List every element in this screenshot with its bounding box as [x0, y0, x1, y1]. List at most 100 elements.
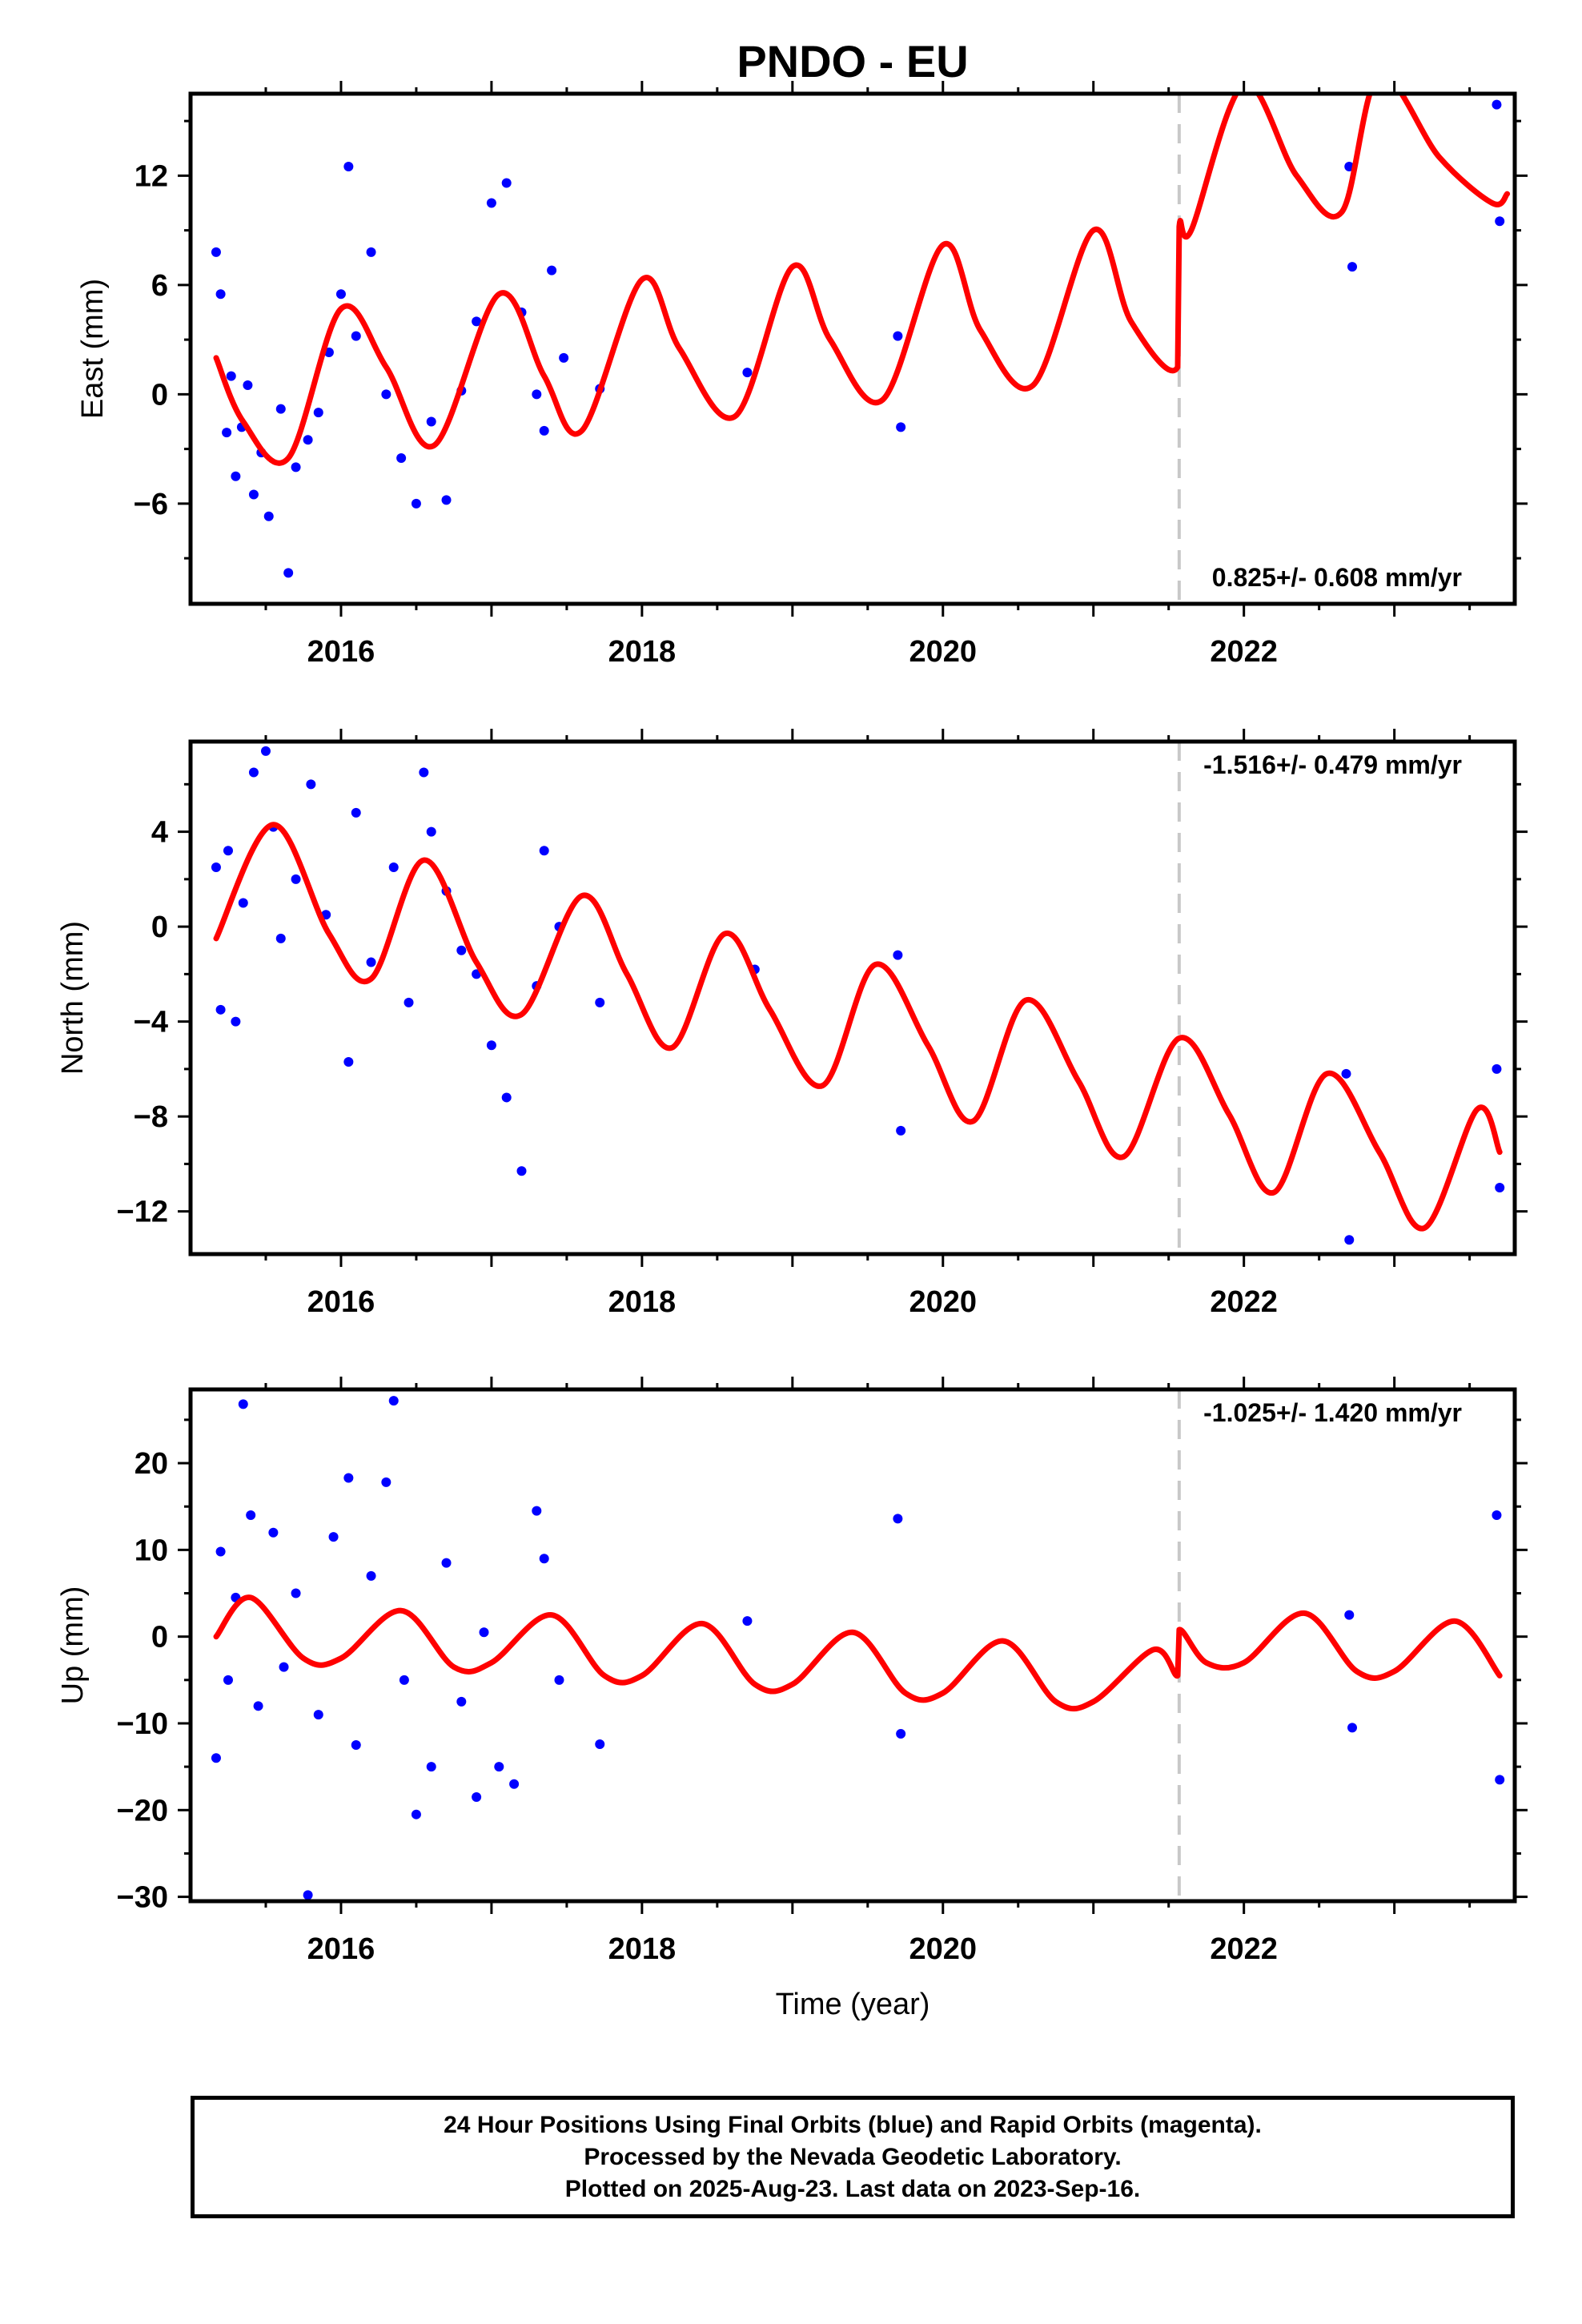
x-tick-label: 2020 [909, 1932, 977, 1966]
data-point [399, 1675, 409, 1685]
y-tick-label: 20 [135, 1447, 168, 1481]
data-point [275, 404, 286, 414]
model-curve [213, 1594, 1503, 1712]
data-point [223, 1675, 233, 1685]
y-tick-label: −10 [117, 1707, 168, 1741]
data-point [1495, 216, 1505, 227]
data-point [896, 422, 906, 432]
data-point [554, 1675, 564, 1685]
data-point [303, 1890, 313, 1900]
y-tick-label: 10 [135, 1534, 168, 1567]
y-tick-label: 4 [151, 816, 168, 850]
panels: 2016 2018 2020 2022 12 6 0 −6 East (mm) 0.825+/- … [56, 81, 1528, 1966]
data-point [1492, 1063, 1502, 1074]
data-point [1347, 1723, 1358, 1733]
y-tick-label: −8 [134, 1100, 168, 1134]
y-axis-label: East (mm) [76, 279, 110, 419]
data-point [238, 1399, 248, 1409]
data-point [486, 1040, 496, 1051]
model-curve [213, 822, 1503, 1232]
data-point [366, 247, 376, 257]
data-point [1492, 99, 1502, 110]
data-point [335, 289, 346, 300]
y-tick-label: −30 [117, 1881, 168, 1915]
data-point [248, 489, 259, 500]
data-point [509, 1779, 520, 1789]
data-point [1347, 262, 1358, 272]
plot-frame [188, 91, 1517, 606]
footer-line-1: 24 Hour Positions Using Final Orbits (bl… [444, 2111, 1262, 2138]
y-tick-label: 0 [151, 1621, 168, 1655]
data-point [303, 435, 313, 445]
plot-content [211, 1396, 1505, 1900]
data-point [226, 371, 236, 381]
x-tick-label: 2022 [1210, 1932, 1278, 1966]
data-point [1341, 1068, 1351, 1079]
x-tick-label: 2018 [608, 635, 677, 669]
data-point [742, 1616, 753, 1626]
data-point [472, 1792, 482, 1803]
data-point [494, 1762, 504, 1772]
data-point [231, 1016, 241, 1027]
data-point [1495, 1183, 1505, 1193]
data-point [404, 997, 414, 1007]
data-point [268, 1527, 279, 1538]
data-point [426, 416, 436, 427]
y-axis-label: Up (mm) [56, 1586, 90, 1705]
x-tick-label: 2018 [608, 1285, 677, 1319]
panel-up: 2016 2018 2020 2022 20 10 0 −10 −20 −30 Up (mm) -1.… [56, 1377, 1528, 1966]
plot-frame [188, 739, 1517, 1256]
data-point [231, 471, 241, 481]
x-tick-label: 2016 [307, 635, 375, 669]
data-point [351, 1740, 361, 1751]
x-tick-label: 2016 [307, 1285, 375, 1319]
plot-frame [188, 1387, 1517, 1904]
data-point [559, 352, 569, 363]
data-point [243, 380, 253, 390]
data-point [366, 957, 376, 967]
data-point [893, 950, 903, 960]
rate-label: 0.825+/- 0.608 mm/yr [1212, 563, 1462, 592]
footer-line-3: Plotted on 2025-Aug-23. Last data on 202… [564, 2175, 1141, 2202]
data-point [539, 425, 549, 436]
data-point [441, 495, 452, 505]
panel-east: 2016 2018 2020 2022 12 6 0 −6 East (mm) 0.825+/- … [76, 81, 1528, 669]
data-point [351, 807, 361, 818]
data-point [263, 511, 274, 521]
data-point [260, 746, 271, 756]
y-tick-label: 6 [151, 269, 168, 303]
data-point [215, 1004, 226, 1015]
x-tick-label: 2018 [608, 1932, 677, 1966]
data-point [238, 898, 248, 908]
data-point [253, 1701, 263, 1711]
rate-label: -1.025+/- 1.420 mm/yr [1203, 1398, 1462, 1427]
data-point [215, 289, 226, 300]
data-point [896, 1728, 906, 1739]
data-point [1492, 1510, 1502, 1521]
data-point [291, 1588, 301, 1598]
data-point [479, 1627, 489, 1638]
data-point [426, 826, 436, 837]
data-point [501, 1092, 512, 1103]
data-point [472, 316, 482, 327]
plot-content [211, 94, 1511, 578]
data-point [516, 1166, 527, 1176]
data-point [211, 247, 221, 257]
data-point [441, 1558, 452, 1568]
data-point [366, 1570, 376, 1581]
data-point [742, 368, 753, 378]
data-point [291, 462, 301, 472]
data-point [306, 779, 316, 790]
panel-north: 2016 2018 2020 2022 4 0 −4 −8 −12 North (mm) -1.51… [56, 729, 1528, 1319]
data-point [532, 389, 542, 400]
y-tick-label: −6 [134, 488, 168, 521]
y-tick-label: −4 [134, 1006, 168, 1039]
data-point [215, 1546, 226, 1557]
data-point [388, 1396, 399, 1406]
data-point [275, 933, 286, 943]
rate-label: -1.516+/- 0.479 mm/yr [1203, 750, 1462, 779]
data-point [396, 453, 407, 463]
y-tick-label: 12 [135, 159, 168, 193]
data-point [893, 331, 903, 341]
